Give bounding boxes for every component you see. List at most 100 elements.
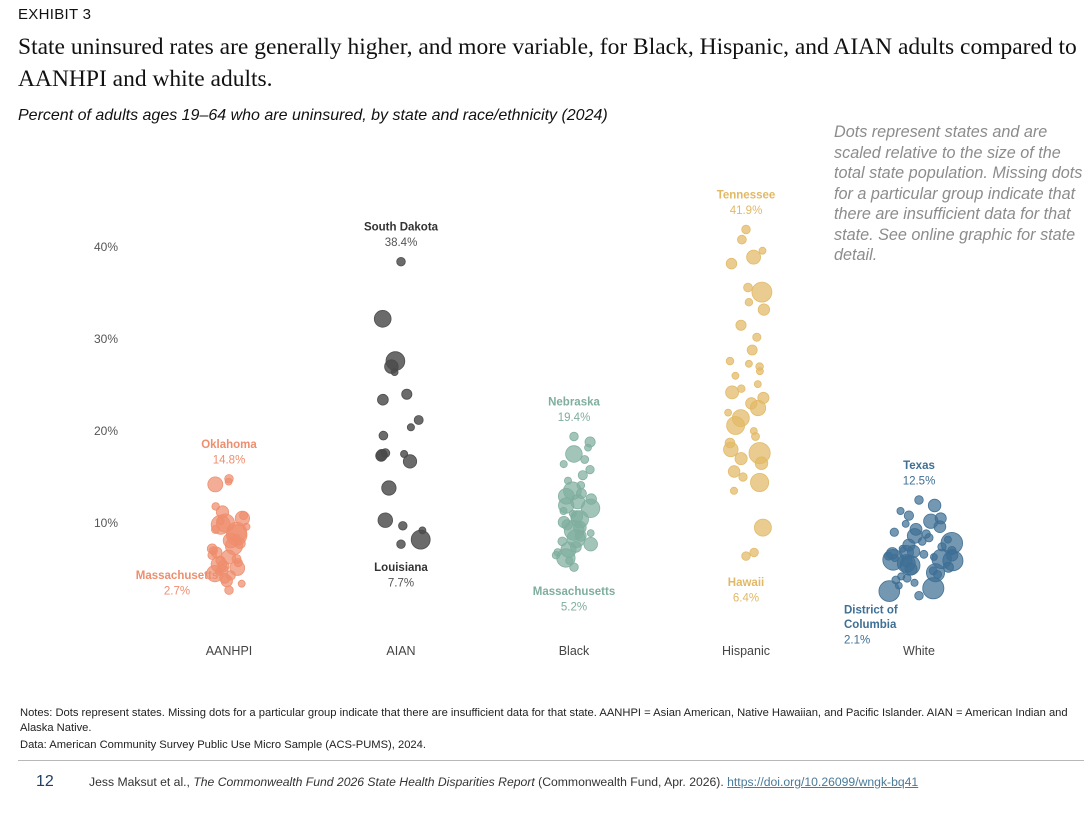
citation-authors: Jess Maksut et al., xyxy=(89,775,194,789)
data-point xyxy=(922,577,945,600)
aian-louisiana-value-label: 7.7% xyxy=(388,578,414,590)
white-district-of-columbia-name-label: District of xyxy=(844,605,898,617)
data-point xyxy=(878,580,901,602)
data-point xyxy=(375,449,388,462)
data-point xyxy=(750,472,770,492)
data-point xyxy=(727,465,741,478)
data-point xyxy=(569,431,579,442)
aanhpi-oklahoma-name-label: Oklahoma xyxy=(201,439,257,451)
data-point xyxy=(396,539,406,549)
data-point xyxy=(903,510,915,521)
data-point xyxy=(917,537,927,546)
data-point xyxy=(396,257,406,267)
hispanic-tennessee-name-label: Tennessee xyxy=(717,190,776,202)
data-point xyxy=(751,432,760,441)
black-nebraska-name-label: Nebraska xyxy=(548,397,600,409)
data-point xyxy=(583,537,598,552)
black-massachusetts-value-label: 5.2% xyxy=(561,602,587,614)
data-point xyxy=(559,460,568,469)
data-point xyxy=(237,579,246,588)
chart-subtitle: Percent of adults ages 19–64 who are uni… xyxy=(18,107,608,124)
exhibit-label: EXHIBIT 3 xyxy=(18,6,92,23)
citation-publisher: (Commonwealth Fund, Apr. 2026). xyxy=(534,775,728,789)
hispanic-tennessee-value-label: 41.9% xyxy=(730,205,763,217)
data-point xyxy=(745,359,753,368)
data-point xyxy=(726,416,745,435)
citation: Jess Maksut et al., The Commonwealth Fun… xyxy=(89,775,918,789)
data-point xyxy=(224,477,233,486)
chart-title: State uninsured rates are generally high… xyxy=(18,34,1077,92)
data-point xyxy=(734,452,748,466)
data-point xyxy=(224,585,234,595)
data-point xyxy=(730,486,739,495)
x-category-label: White xyxy=(903,644,935,658)
data-point xyxy=(210,524,220,534)
data-point xyxy=(757,303,771,316)
data-point xyxy=(377,393,389,406)
data-point xyxy=(401,388,413,400)
y-tick-label: 40% xyxy=(94,240,118,254)
data-point xyxy=(377,512,394,528)
data-point xyxy=(933,570,943,580)
data-point xyxy=(896,506,905,515)
data-point xyxy=(390,368,399,377)
data-point xyxy=(584,443,592,452)
data-point xyxy=(910,578,919,587)
data-point xyxy=(902,573,912,583)
black-massachusetts-name-label: Massachusetts xyxy=(533,586,615,598)
footer-divider xyxy=(18,760,1084,761)
data-point xyxy=(744,298,754,307)
data-point xyxy=(749,547,759,558)
data-point xyxy=(559,506,568,515)
data-point xyxy=(565,445,583,463)
data-point xyxy=(381,480,397,496)
data-point xyxy=(220,574,233,588)
data-point xyxy=(577,470,588,481)
white-district-of-columbia-name-label: Columbia xyxy=(844,619,897,631)
data-point xyxy=(914,495,924,505)
aanhpi-massachusetts-name-label: Massachusetts xyxy=(136,570,218,582)
data-point xyxy=(741,224,751,235)
data-point xyxy=(751,281,773,303)
data-point xyxy=(901,520,910,528)
white-texas-name-label: Texas xyxy=(903,460,935,472)
hispanic-hawaii-name-label: Hawaii xyxy=(728,577,764,589)
data-point xyxy=(725,356,735,366)
x-category-label: AANHPI xyxy=(206,644,253,658)
footnotes: Notes: Dots represent states. Missing do… xyxy=(20,706,1070,753)
white-texas-value-label: 12.5% xyxy=(903,476,936,488)
dot-scaling-note: Dots represent states and are scaled rel… xyxy=(834,123,1083,264)
citation-doi-link[interactable]: https://doi.org/10.26099/wngk-bq41 xyxy=(727,775,919,789)
aian-louisiana-name-label: Louisiana xyxy=(374,562,428,574)
x-category-label: Hispanic xyxy=(722,644,770,658)
data-point xyxy=(565,556,574,565)
data-point xyxy=(752,332,762,342)
data-point xyxy=(373,309,392,328)
data-point xyxy=(919,549,929,559)
data-point xyxy=(410,529,431,550)
data-point xyxy=(933,520,947,533)
aanhpi-massachusetts-value-label: 2.7% xyxy=(164,586,190,598)
data-point xyxy=(402,454,418,469)
data-point xyxy=(749,399,767,417)
y-tick-label: 30% xyxy=(94,332,118,346)
data-point xyxy=(924,533,934,543)
data-point xyxy=(753,380,762,389)
white-district-of-columbia-value-label: 2.1% xyxy=(844,635,870,647)
data-point xyxy=(724,408,732,417)
data-point xyxy=(580,455,590,464)
black-nebraska-value-label: 19.4% xyxy=(558,412,591,424)
aanhpi-oklahoma-value-label: 14.8% xyxy=(213,454,246,466)
data-point xyxy=(927,498,942,513)
data-point xyxy=(754,518,772,537)
data-point xyxy=(569,562,579,572)
data-point xyxy=(725,385,739,400)
data-point xyxy=(746,344,758,356)
data-point xyxy=(914,591,924,601)
data-point xyxy=(725,257,738,270)
hispanic-hawaii-value-label: 6.4% xyxy=(733,593,759,605)
data-source-text: Data: American Community Survey Public U… xyxy=(20,739,426,751)
data-point xyxy=(723,441,739,458)
data-point xyxy=(378,430,389,441)
data-point xyxy=(743,282,753,293)
